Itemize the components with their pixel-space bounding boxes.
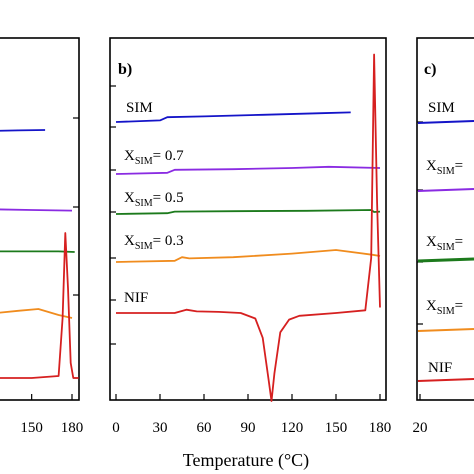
label-x03-value: = 0.3 <box>153 233 184 249</box>
series-line-a-4 <box>0 232 79 379</box>
c-label-xb-eq: = <box>455 234 463 250</box>
c-label-xc-prefix: X <box>426 298 437 314</box>
panel-a-ticks: 150 180 <box>20 117 84 436</box>
c-label-xb-sub: SIM <box>437 242 455 253</box>
c-label-nif-text: NIF <box>428 360 452 376</box>
panel-c-frame <box>416 37 474 401</box>
c-series-line-1 <box>417 188 474 192</box>
c-series-line-4 <box>417 378 474 382</box>
c-series-label-xsim-b: XSIM= <box>426 234 463 253</box>
label-x05-value: = 0.5 <box>153 190 184 206</box>
c-series-label-xsim-c: XSIM= <box>426 298 463 317</box>
series-line-b-4 <box>116 53 381 402</box>
panel-c: 20 c) SIM XSIM= XSIM= XSIM= NIF <box>413 37 474 436</box>
panel-a-frame <box>0 37 80 401</box>
x-tick-label-b-3: 90 <box>241 420 256 436</box>
c-label-xc-eq: = <box>455 298 463 314</box>
series-line-b-1 <box>115 165 381 175</box>
label-sim-text: SIM <box>126 100 153 116</box>
c-series-label-nif: NIF <box>428 360 452 376</box>
panel-a-lines <box>0 129 79 379</box>
x-tick-label-b-6: 180 <box>369 420 392 436</box>
panel-b-lines <box>115 53 381 402</box>
series-label-sim: SIM <box>126 100 153 116</box>
label-x03-sub: SIM <box>135 241 153 252</box>
label-x05-sub: SIM <box>135 198 153 209</box>
c-series-line-2 <box>417 257 474 263</box>
x-tick-label-b-0: 0 <box>112 420 120 436</box>
label-x07-value: = 0.7 <box>153 148 184 164</box>
panel-a: 150 180 <box>0 37 84 436</box>
x-tick-label-c-0: 20 <box>413 420 428 436</box>
x-tick-label-b-2: 60 <box>197 420 212 436</box>
series-line-b-2 <box>115 209 381 215</box>
panel-b-frame <box>109 37 387 401</box>
panel-b-ticks: 0 30 60 90 120 150 180 <box>110 85 392 436</box>
c-series-label-xsim-a: XSIM= <box>426 158 463 177</box>
label-x07-sub: SIM <box>135 156 153 167</box>
series-line-b-0 <box>115 111 351 123</box>
series-label-xsim-07: XSIM= 0.7 <box>124 148 184 167</box>
label-x07-prefix: X <box>124 148 135 164</box>
c-series-line-0 <box>417 120 474 124</box>
x-tick-label-a-1: 180 <box>61 420 84 436</box>
series-line-a-1 <box>0 208 73 212</box>
series-line-a-2 <box>0 250 75 253</box>
panel-b: 0 30 60 90 120 150 180 b) SIM XSIM= 0.7 XSIM= … <box>109 37 392 436</box>
x-tick-label-b-1: 30 <box>153 420 168 436</box>
panel-b-label: b) <box>118 61 132 78</box>
x-tick-label-b-5: 150 <box>325 420 348 436</box>
c-label-xc-sub: SIM <box>437 306 455 317</box>
panel-c-lines <box>417 120 474 382</box>
c-label-xa-eq: = <box>455 158 463 174</box>
c-series-line-3 <box>417 328 474 332</box>
series-line-b-3 <box>115 249 381 263</box>
series-label-xsim-03: XSIM= 0.3 <box>124 233 184 252</box>
label-x05-prefix: X <box>124 190 135 206</box>
x-axis-title: Temperature (°C) <box>183 450 309 471</box>
c-label-xb-prefix: X <box>426 234 437 250</box>
panel-c-label: c) <box>424 61 436 78</box>
c-series-label-sim: SIM <box>428 100 455 116</box>
c-label-sim-text: SIM <box>428 100 455 116</box>
series-line-a-0 <box>0 129 46 132</box>
c-label-xa-prefix: X <box>426 158 437 174</box>
label-x03-prefix: X <box>124 233 135 249</box>
label-nif-text: NIF <box>124 290 148 306</box>
series-label-nif: NIF <box>124 290 148 306</box>
series-label-xsim-05: XSIM= 0.5 <box>124 190 184 209</box>
c-label-xa-sub: SIM <box>437 166 455 177</box>
x-tick-label-b-4: 120 <box>281 420 304 436</box>
series-line-a-3 <box>0 308 73 319</box>
x-tick-label-a-0: 150 <box>20 420 43 436</box>
